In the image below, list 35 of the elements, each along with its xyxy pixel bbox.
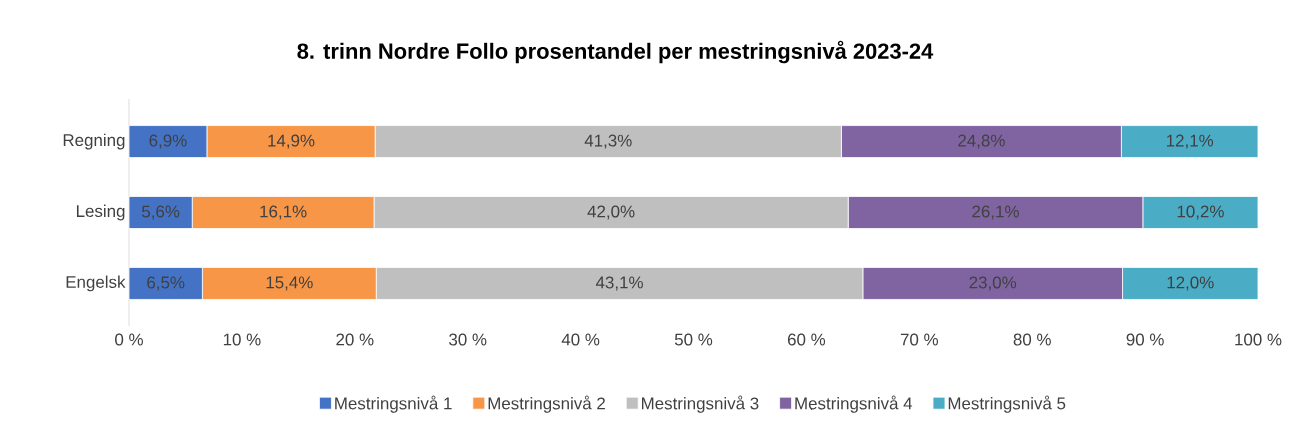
x-tick-label: 10 % bbox=[223, 333, 261, 346]
legend-label: Mestringsnivå 1 bbox=[335, 395, 452, 413]
data-label: 43,1% bbox=[595, 276, 643, 291]
x-tick-label: 0 % bbox=[115, 333, 143, 346]
y-tick-label: Lesing bbox=[76, 204, 125, 221]
data-label: 41,3% bbox=[584, 134, 632, 149]
x-tick-label: 90 % bbox=[1126, 333, 1164, 346]
data-label: 5,6% bbox=[141, 205, 180, 220]
data-label: 6,9% bbox=[149, 134, 187, 149]
x-tick-label: 30 % bbox=[449, 333, 487, 346]
data-label: 15,4% bbox=[266, 276, 313, 291]
legend-label: Mestringsnivå 3 bbox=[642, 395, 759, 413]
chart-title: 8. trinn Nordre Follo prosentandel per mestringsnivå 2023-24 bbox=[297, 40, 934, 64]
data-label: 10,2% bbox=[1177, 205, 1224, 220]
x-tick-label: 40 % bbox=[561, 333, 600, 346]
y-tick-label: Regning bbox=[63, 133, 125, 150]
x-tick-label: 60 % bbox=[787, 333, 826, 346]
data-label: 42,0% bbox=[587, 205, 635, 220]
x-tick-label: 20 % bbox=[336, 333, 374, 346]
x-tick-label: 80 % bbox=[1013, 333, 1051, 346]
x-tick-label: 50 % bbox=[674, 333, 713, 346]
y-tick-label: Engelsk bbox=[66, 275, 126, 292]
x-tick-label: 70 % bbox=[900, 333, 938, 346]
legend-label: Mestringsnivå 2 bbox=[488, 395, 605, 413]
data-label: 16,1% bbox=[260, 205, 307, 220]
legend-label: Mestringsnivå 4 bbox=[795, 395, 913, 413]
legend-label: Mestringsnivå 5 bbox=[948, 395, 1066, 413]
data-label: 6,5% bbox=[147, 276, 185, 291]
data-label: 23,0% bbox=[969, 276, 1017, 291]
data-label: 14,9% bbox=[268, 134, 315, 149]
data-label: 12,1% bbox=[1166, 134, 1214, 149]
x-tick-label: 100 % bbox=[1235, 333, 1282, 346]
data-label: 24,8% bbox=[958, 134, 1005, 149]
data-label: 26,1% bbox=[972, 205, 1019, 220]
data-label: 12,0% bbox=[1167, 276, 1214, 291]
